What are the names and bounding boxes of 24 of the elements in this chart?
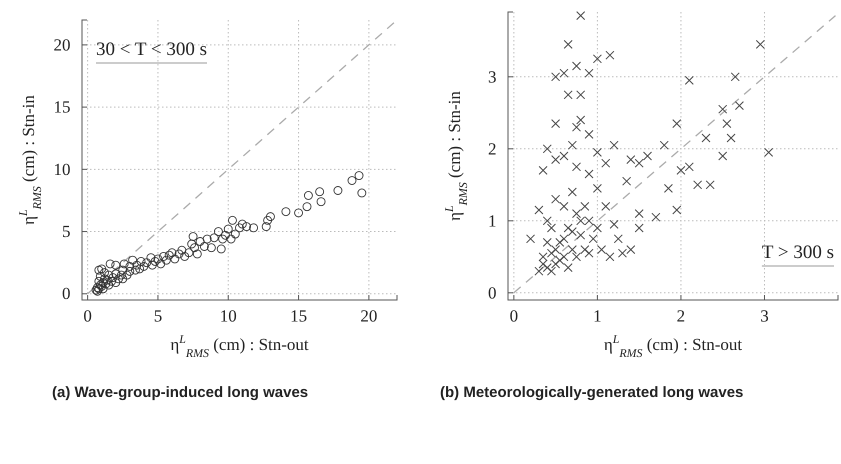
x-tick-label: 0 xyxy=(83,306,92,326)
text: (a) Wave-group-induced long waves xyxy=(52,384,308,401)
x-axis-title: η$^{L}$$_{RMS}$ (cm) : Stn-out xyxy=(170,332,309,360)
x-axis-title: η$^{L}$$_{RMS}$ (cm) : Stn-out xyxy=(604,332,742,360)
y-tick-label: 5 xyxy=(62,222,70,241)
y-tick-label: 20 xyxy=(54,35,70,54)
x-tick-label: 0 xyxy=(510,306,518,326)
y-tick-label: 1 xyxy=(488,211,496,230)
x-tick-label: 2 xyxy=(676,306,686,326)
x-tick-label: 1 xyxy=(593,306,602,326)
x-tick-label: 5 xyxy=(154,306,162,326)
y-tick-label: 0 xyxy=(62,284,70,304)
annotation: T > 300 s xyxy=(762,242,834,263)
x-tick-label: 20 xyxy=(360,306,378,326)
y-tick-label: 2 xyxy=(488,139,496,158)
y-tick-label: 0 xyxy=(488,283,496,302)
x-tick-label: 15 xyxy=(290,306,308,326)
x-tick-label: 3 xyxy=(760,306,769,326)
y-tick-label: 3 xyxy=(488,67,496,86)
y-tick-label: 15 xyxy=(54,98,70,117)
text: (b) Meteorologically-generated long waves xyxy=(440,384,744,401)
x-tick-label: 10 xyxy=(220,306,237,326)
annotation: 30 < T < 300 s xyxy=(96,39,207,60)
y-tick-label: 10 xyxy=(54,160,70,179)
